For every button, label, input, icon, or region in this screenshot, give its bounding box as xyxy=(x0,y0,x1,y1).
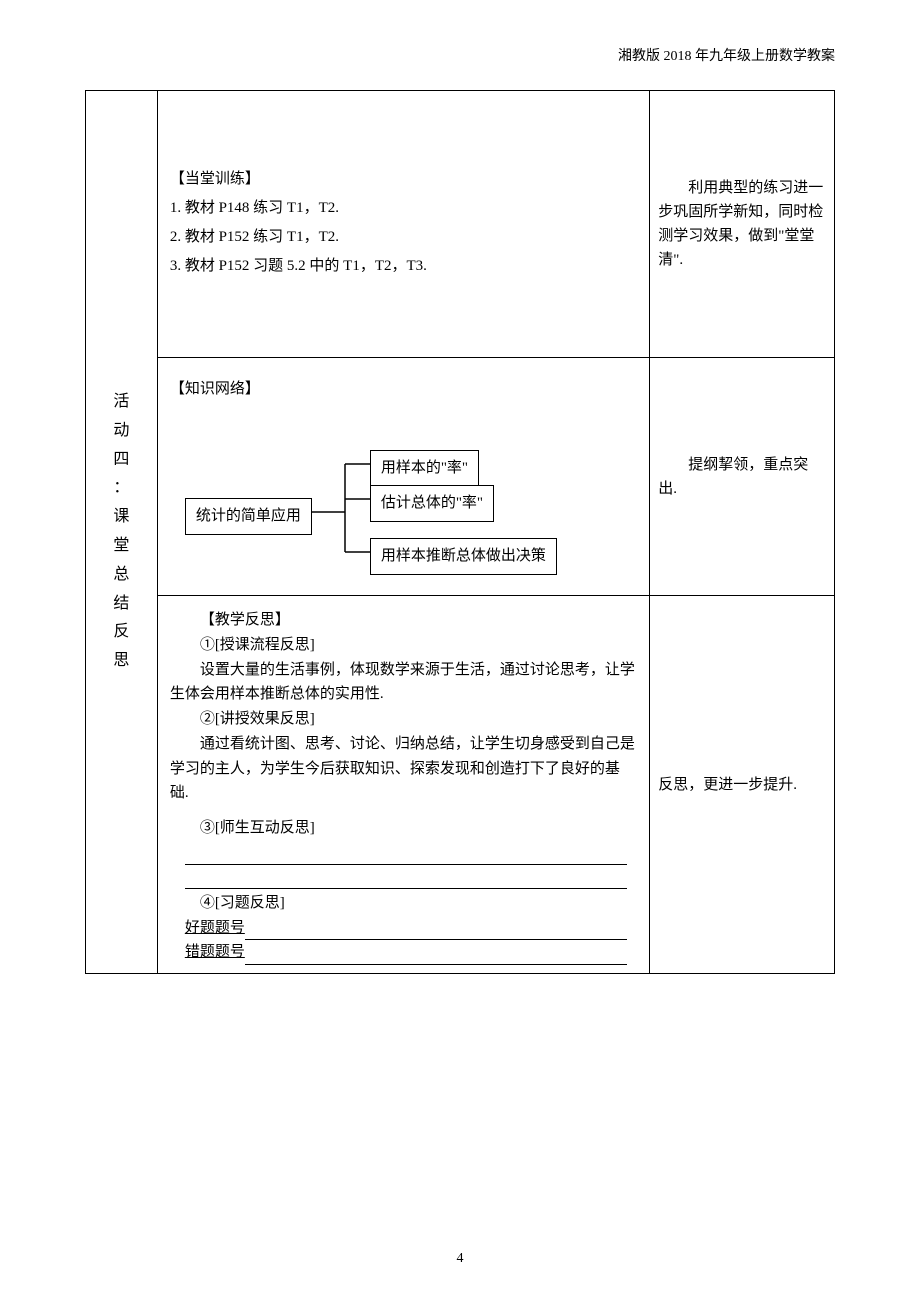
knowledge-cell: 【知识网络】 统计的简单应用 用样本的"率" 估计总体的"率" 用样本推断总体做… xyxy=(157,358,649,596)
reflection-row: 【教学反思】 ①[授课流程反思] 设置大量的生活事例，体现数学来源于生活，通过讨… xyxy=(86,596,835,974)
bad-question-label: 错题题号 xyxy=(185,940,245,965)
diagram-box-main: 统计的简单应用 xyxy=(185,498,312,535)
reflection-cell: 【教学反思】 ①[授课流程反思] 设置大量的生活事例，体现数学来源于生活，通过讨… xyxy=(157,596,649,974)
good-question-line: 好题题号 xyxy=(185,916,627,941)
knowledge-row: 【知识网络】 统计的简单应用 用样本的"率" 估计总体的"率" 用样本推断总体做… xyxy=(86,358,835,596)
good-question-label: 好题题号 xyxy=(185,916,245,941)
reflection-sec1-title: ①[授课流程反思] xyxy=(170,633,637,658)
activity-label-cell: 活动四：课堂总结反思 xyxy=(86,91,158,974)
good-question-blank xyxy=(245,920,627,940)
knowledge-diagram: 统计的简单应用 用样本的"率" 估计总体的"率" 用样本推断总体做出决策 xyxy=(185,428,637,573)
training-title: 【当堂训练】 xyxy=(170,166,637,193)
knowledge-right-cell: 提纲挈领，重点突出. xyxy=(650,358,835,596)
reflection-sec3-title: ③[师生互动反思] xyxy=(170,816,637,841)
page-header: 湘教版 2018 年九年级上册数学教案 xyxy=(85,45,835,65)
reflection-sec2-body: 通过看统计图、思考、讨论、归纳总结，让学生切身感受到自己是学习的主人，为学生今后… xyxy=(170,732,637,806)
reflection-right-text: 反思，更进一步提升. xyxy=(658,773,826,797)
page-number: 4 xyxy=(0,1251,920,1267)
diagram-box-mid: 估计总体的"率" xyxy=(370,485,494,522)
training-right-text: 利用典型的练习进一步巩固所学新知，同时检测学习效果，做到"堂堂清". xyxy=(658,176,826,272)
activity-label: 活动四：课堂总结反思 xyxy=(94,388,149,676)
reflection-right-cell: 反思，更进一步提升. xyxy=(650,596,835,974)
knowledge-right-text: 提纲挈领，重点突出. xyxy=(658,453,826,501)
lesson-table: 活动四：课堂总结反思 【当堂训练】 1. 教材 P148 练习 T1，T2. 2… xyxy=(85,90,835,974)
reflection-sec1-body: 设置大量的生活事例，体现数学来源于生活，通过讨论思考，让学生体会用样本推断总体的… xyxy=(170,658,637,708)
training-item-1: 1. 教材 P148 练习 T1，T2. xyxy=(170,195,637,222)
training-cell: 【当堂训练】 1. 教材 P148 练习 T1，T2. 2. 教材 P152 练… xyxy=(157,91,649,358)
reflection-sec2-title: ②[讲授效果反思] xyxy=(170,707,637,732)
reflection-sec4-title: ④[习题反思] xyxy=(170,891,637,916)
reflection-title: 【教学反思】 xyxy=(170,608,637,633)
blank-line-2 xyxy=(185,867,627,889)
diagram-box-bottom: 用样本推断总体做出决策 xyxy=(370,538,557,575)
training-right-cell: 利用典型的练习进一步巩固所学新知，同时检测学习效果，做到"堂堂清". xyxy=(650,91,835,358)
training-item-2: 2. 教材 P152 练习 T1，T2. xyxy=(170,224,637,251)
training-item-3: 3. 教材 P152 习题 5.2 中的 T1，T2，T3. xyxy=(170,253,637,280)
training-row: 活动四：课堂总结反思 【当堂训练】 1. 教材 P148 练习 T1，T2. 2… xyxy=(86,91,835,358)
blank-line-1 xyxy=(185,843,627,865)
diagram-box-top: 用样本的"率" xyxy=(370,450,479,487)
knowledge-title: 【知识网络】 xyxy=(170,376,637,403)
bad-question-line: 错题题号 xyxy=(185,940,627,965)
bad-question-blank xyxy=(245,945,627,965)
